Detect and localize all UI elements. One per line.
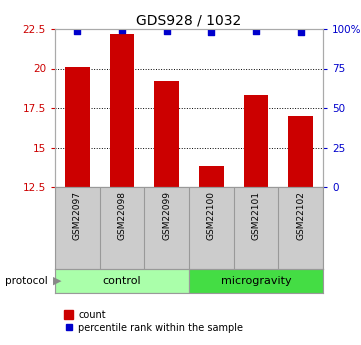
Text: control: control	[103, 276, 141, 286]
Point	[164, 28, 170, 34]
Text: protocol: protocol	[5, 276, 48, 286]
Legend: count, percentile rank within the sample: count, percentile rank within the sample	[60, 306, 247, 337]
Text: GSM22098: GSM22098	[117, 191, 126, 240]
Point	[119, 28, 125, 33]
Text: GSM22101: GSM22101	[252, 191, 261, 240]
Bar	[55, 269, 189, 293]
Text: GSM22097: GSM22097	[73, 191, 82, 240]
Bar	[65, 67, 90, 187]
Bar	[199, 166, 223, 187]
Title: GDS928 / 1032: GDS928 / 1032	[136, 14, 242, 28]
Bar	[244, 95, 268, 187]
Text: microgravity: microgravity	[221, 276, 291, 286]
Text: ▶: ▶	[53, 276, 62, 286]
Point	[253, 28, 259, 34]
Text: GSM22100: GSM22100	[207, 191, 216, 240]
Point	[208, 29, 214, 35]
Point	[298, 29, 304, 35]
Text: GSM22099: GSM22099	[162, 191, 171, 240]
Bar	[288, 116, 313, 187]
Point	[74, 28, 80, 34]
Text: GSM22102: GSM22102	[296, 191, 305, 240]
Bar	[110, 34, 134, 187]
Bar	[155, 81, 179, 187]
Bar	[189, 269, 323, 293]
